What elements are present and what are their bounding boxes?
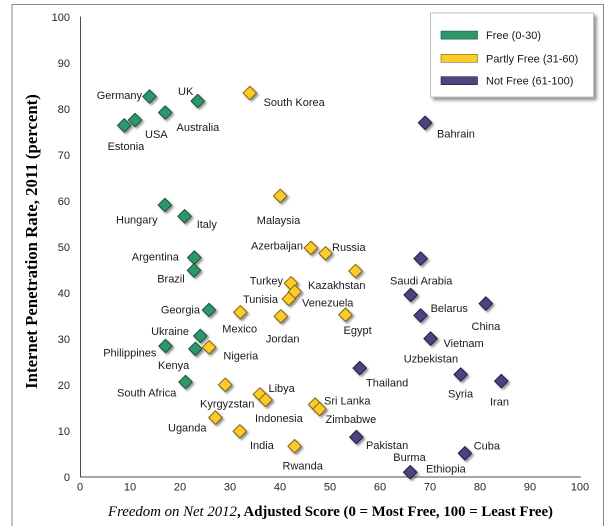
svg-text:Burma: Burma xyxy=(393,452,426,464)
svg-text:Iran: Iran xyxy=(490,397,509,409)
svg-text:Tunisia: Tunisia xyxy=(243,294,279,306)
svg-text:Zimbabwe: Zimbabwe xyxy=(326,414,377,426)
svg-text:UK: UK xyxy=(178,86,194,98)
svg-text:Pakistan: Pakistan xyxy=(366,440,408,452)
svg-text:Italy: Italy xyxy=(197,219,218,231)
svg-text:70: 70 xyxy=(424,482,436,494)
svg-text:Ukraine: Ukraine xyxy=(151,326,189,338)
svg-text:20: 20 xyxy=(174,482,186,494)
svg-text:Kenya: Kenya xyxy=(158,360,190,372)
svg-text:South Africa: South Africa xyxy=(117,387,177,399)
svg-text:Belarus: Belarus xyxy=(431,303,469,315)
svg-text:Indonesia: Indonesia xyxy=(255,413,304,425)
svg-text:Not Free (61-100): Not Free (61-100) xyxy=(486,76,573,88)
svg-text:Azerbaijan: Azerbaijan xyxy=(251,241,303,253)
svg-text:Bahrain: Bahrain xyxy=(437,129,475,141)
svg-text:Jordan: Jordan xyxy=(266,334,300,346)
svg-text:Estonia: Estonia xyxy=(108,141,146,153)
svg-text:Syria: Syria xyxy=(448,389,474,401)
svg-text:Mexico: Mexico xyxy=(222,324,257,336)
svg-text:70: 70 xyxy=(58,150,70,162)
svg-text:100: 100 xyxy=(52,12,70,24)
svg-text:India: India xyxy=(250,440,275,452)
svg-text:Georgia: Georgia xyxy=(161,305,201,317)
svg-text:30: 30 xyxy=(58,334,70,346)
svg-text:Brazil: Brazil xyxy=(157,274,185,286)
svg-text:Freedom on Net 2012, Adjusted: Freedom on Net 2012, Adjusted Score (0 =… xyxy=(107,504,553,520)
svg-text:Libya: Libya xyxy=(269,383,296,395)
svg-text:80: 80 xyxy=(58,104,70,116)
svg-text:Germany: Germany xyxy=(97,90,143,102)
svg-text:60: 60 xyxy=(58,196,70,208)
svg-text:60: 60 xyxy=(374,482,386,494)
svg-text:Nigeria: Nigeria xyxy=(223,351,259,363)
svg-text:90: 90 xyxy=(58,58,70,70)
svg-text:0: 0 xyxy=(77,482,83,494)
svg-text:50: 50 xyxy=(324,482,336,494)
svg-text:Hungary: Hungary xyxy=(116,215,158,227)
svg-text:0: 0 xyxy=(64,472,70,484)
svg-text:40: 40 xyxy=(58,288,70,300)
svg-text:40: 40 xyxy=(274,482,286,494)
svg-text:80: 80 xyxy=(474,482,486,494)
svg-text:USA: USA xyxy=(145,129,168,141)
svg-text:100: 100 xyxy=(571,482,589,494)
svg-text:Internet Penetration Rate, 201: Internet Penetration Rate, 2011 (percent… xyxy=(22,94,41,389)
svg-text:Kazakhstan: Kazakhstan xyxy=(308,280,365,292)
svg-text:Malaysia: Malaysia xyxy=(257,215,301,227)
svg-text:Philippines: Philippines xyxy=(103,348,157,360)
svg-text:Vietnam: Vietnam xyxy=(444,338,484,350)
svg-text:Ethiopia: Ethiopia xyxy=(426,464,467,476)
svg-text:China: China xyxy=(472,321,502,333)
svg-text:Uzbekistan: Uzbekistan xyxy=(404,354,458,366)
svg-text:Kyrgyzstan: Kyrgyzstan xyxy=(200,399,254,411)
svg-text:20: 20 xyxy=(58,380,70,392)
svg-text:Egypt: Egypt xyxy=(344,325,372,337)
svg-text:Free (0-30): Free (0-30) xyxy=(486,30,541,42)
svg-text:Cuba: Cuba xyxy=(474,441,501,453)
svg-text:South Korea: South Korea xyxy=(264,97,326,109)
svg-text:50: 50 xyxy=(58,242,70,254)
svg-text:90: 90 xyxy=(524,482,536,494)
svg-text:Venezuela: Venezuela xyxy=(302,298,354,310)
svg-text:Turkey: Turkey xyxy=(250,276,284,288)
svg-text:30: 30 xyxy=(224,482,236,494)
svg-text:10: 10 xyxy=(124,482,136,494)
svg-text:Thailand: Thailand xyxy=(366,378,408,390)
svg-text:10: 10 xyxy=(58,426,70,438)
svg-text:Saudi Arabia: Saudi Arabia xyxy=(390,276,453,288)
svg-text:Russia: Russia xyxy=(332,242,367,254)
svg-text:Sri Lanka: Sri Lanka xyxy=(324,396,371,408)
svg-text:Partly Free (31-60): Partly Free (31-60) xyxy=(486,53,578,65)
svg-text:Argentina: Argentina xyxy=(132,252,180,264)
svg-text:Rwanda: Rwanda xyxy=(283,461,324,473)
svg-text:Uganda: Uganda xyxy=(168,423,207,435)
svg-text:Australia: Australia xyxy=(177,122,221,134)
